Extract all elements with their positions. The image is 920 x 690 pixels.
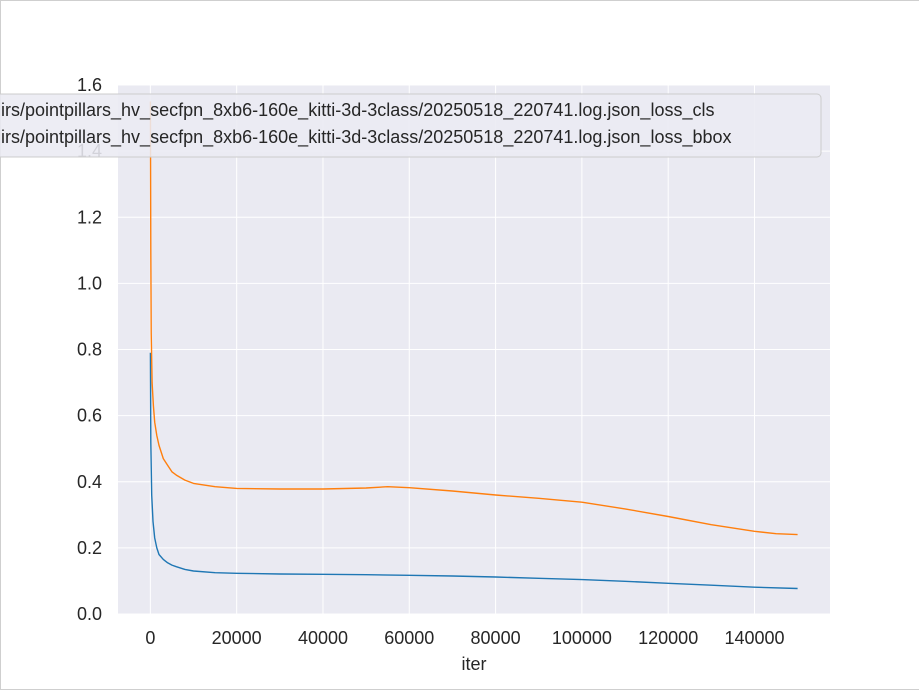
series-lines xyxy=(149,101,798,590)
x-tick-label: 40000 xyxy=(298,628,348,648)
legend-box xyxy=(0,93,822,158)
y-tick-label: 0.6 xyxy=(77,406,102,426)
x-tick-label: 20000 xyxy=(212,628,262,648)
y-tick-label: 1.2 xyxy=(77,207,102,227)
x-tick-label: 0 xyxy=(145,628,155,648)
legend[interactable]: irs/pointpillars_hv_secfpn_8xb6-160e_kit… xyxy=(0,93,822,158)
series-line-loss-cls xyxy=(149,352,798,590)
x-tick-labels: 0 20000 40000 60000 80000 100000 120000 140000 xyxy=(145,628,784,648)
y-tick-label: 0.8 xyxy=(77,340,102,360)
legend-entry-loss-cls: irs/pointpillars_hv_secfpn_8xb6-160e_kit… xyxy=(1,100,714,121)
y-tick-label: 1.0 xyxy=(77,273,102,293)
y-tick-label: 0.0 xyxy=(77,604,102,624)
legend-entry-loss-bbox: irs/pointpillars_hv_secfpn_8xb6-160e_kit… xyxy=(1,127,732,148)
x-tick-label: 80000 xyxy=(471,628,521,648)
x-tick-label: 100000 xyxy=(552,628,612,648)
x-tick-label: 60000 xyxy=(384,628,434,648)
x-tick-label: 120000 xyxy=(638,628,698,648)
x-tick-label: 140000 xyxy=(724,628,784,648)
y-tick-label: 1.6 xyxy=(77,75,102,95)
x-axis-label: iter xyxy=(461,654,486,674)
y-tick-label: 0.2 xyxy=(77,538,102,558)
series-line-loss-bbox xyxy=(149,101,798,536)
y-tick-label: 0.4 xyxy=(77,472,102,492)
